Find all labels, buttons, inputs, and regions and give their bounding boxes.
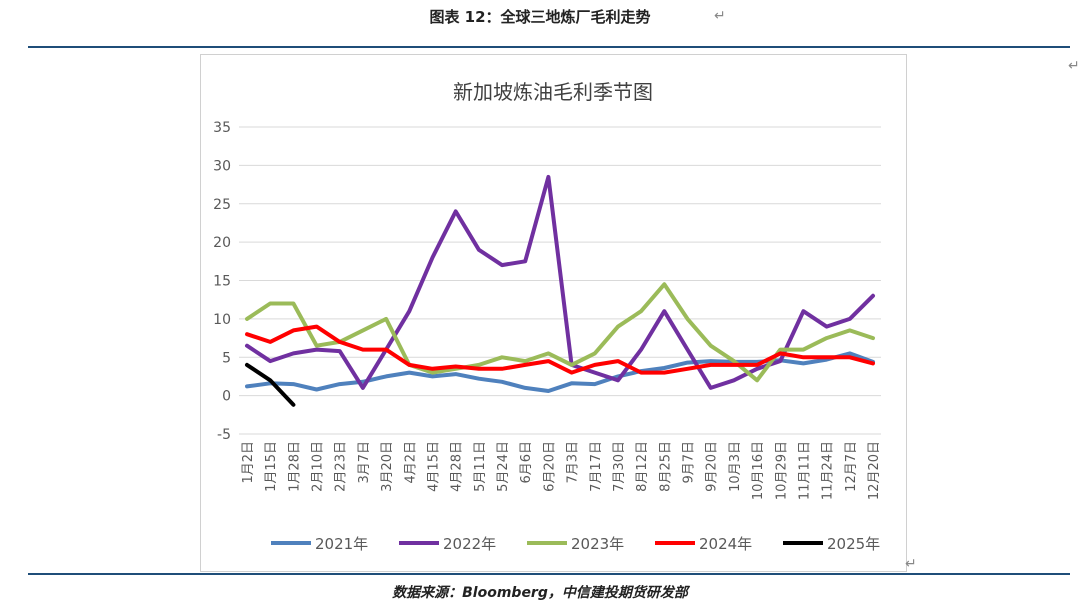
y-tick-label: 15 <box>213 274 231 290</box>
series-line <box>245 324 875 375</box>
x-tick-label: 9月7日 <box>682 441 697 484</box>
x-tick-label: 7月3日 <box>566 441 581 484</box>
chart-title: 新加坡炼油毛利季节图 <box>453 80 653 104</box>
series-line <box>245 282 875 383</box>
line-chart: 新加坡炼油毛利季节图 -5 0 5 10 15 20 25 30 35 1月2日 1月15日 1月28日… <box>213 80 882 553</box>
paragraph-mark-icon: ↵ <box>714 8 726 24</box>
y-tick-label: 30 <box>213 158 231 174</box>
paragraph-mark-icon: ↵ <box>1068 58 1080 74</box>
x-tick-label: 4月15日 <box>426 441 441 492</box>
x-tick-label: 1月15日 <box>264 441 279 492</box>
x-tick-label: 5月11日 <box>473 441 488 492</box>
x-tick-label: 7月17日 <box>589 441 604 492</box>
x-tick-label: 4月28日 <box>450 441 465 492</box>
x-tick-label: 11月11日 <box>797 441 812 500</box>
x-tick-label: 9月20日 <box>705 441 720 492</box>
x-tick-label: 4月2日 <box>403 441 418 484</box>
x-tick-label: 12月20日 <box>867 441 882 500</box>
legend-label: 2022年 <box>443 535 496 553</box>
x-tick-label: 7月30日 <box>612 441 627 492</box>
legend-label: 2023年 <box>571 535 624 553</box>
x-tick-label: 6月6日 <box>519 441 534 484</box>
x-tick-label: 1月28日 <box>287 441 302 492</box>
chart-frame: 新加坡炼油毛利季节图 -5 0 5 10 15 20 25 30 35 1月2日 1月15日 1月28日… <box>200 54 907 572</box>
figure-title: 图表 12：全球三地炼厂毛利走势 <box>429 8 651 26</box>
source-note: 数据来源：Bloomberg，中信建投期货研发部 <box>392 585 688 601</box>
y-tick-label: -5 <box>217 427 231 443</box>
x-tick-label: 6月20日 <box>542 441 557 492</box>
y-tick-label: 10 <box>213 312 231 328</box>
x-tick-label: 2月10日 <box>311 441 326 492</box>
x-tick-label: 8月25日 <box>658 441 673 492</box>
y-tick-label: 20 <box>213 235 231 251</box>
x-tick-label: 3月7日 <box>357 441 372 484</box>
x-tick-label: 3月20日 <box>380 441 395 492</box>
x-tick-label: 10月29日 <box>774 441 789 500</box>
legend-label: 2025年 <box>827 535 880 553</box>
paragraph-mark-icon: ↵ <box>905 556 917 572</box>
x-tick-label: 2月23日 <box>334 441 349 492</box>
bottom-rule <box>28 573 1070 575</box>
series-line <box>245 174 875 390</box>
x-tick-label: 10月3日 <box>728 441 743 492</box>
series-line <box>245 362 296 407</box>
y-tick-label: 25 <box>213 197 231 213</box>
y-tick-label: 5 <box>222 350 231 366</box>
x-tick-label: 8月12日 <box>635 441 650 492</box>
legend-label: 2021年 <box>315 535 368 553</box>
y-tick-label: 35 <box>213 120 231 136</box>
x-tick-label: 12月7日 <box>844 441 859 492</box>
x-tick-label: 5月24日 <box>496 441 511 492</box>
x-tick-label: 1月2日 <box>241 441 256 484</box>
x-tick-label: 11月24日 <box>821 441 836 500</box>
x-tick-label: 10月16日 <box>751 441 766 500</box>
top-rule <box>28 46 1070 48</box>
legend-label: 2024年 <box>699 535 752 553</box>
y-tick-label: 0 <box>222 389 231 405</box>
